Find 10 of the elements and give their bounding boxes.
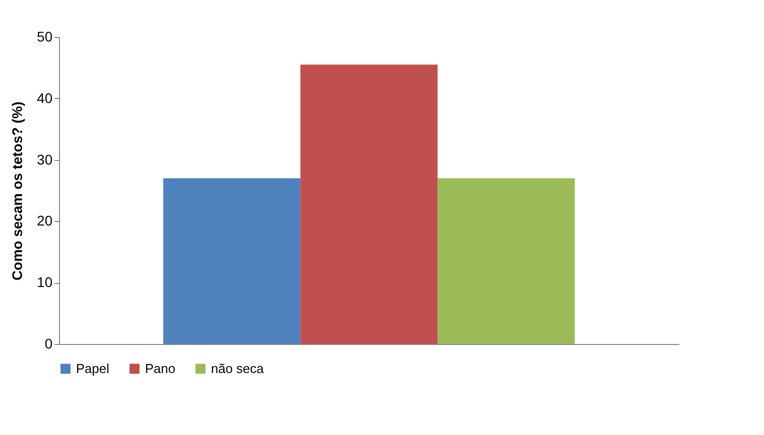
y-tick-label: 50 bbox=[36, 28, 53, 44]
y-tick-label: 0 bbox=[44, 336, 53, 352]
y-tick-label: 40 bbox=[36, 90, 53, 106]
legend-label: Papel bbox=[76, 360, 110, 376]
legend-label: Pano bbox=[145, 360, 176, 376]
y-tick-label: 20 bbox=[36, 212, 53, 229]
y-tick-label: 10 bbox=[36, 274, 53, 290]
y-tick-label: 30 bbox=[36, 151, 53, 168]
y-axis-title: Como secam os tetos? (%) bbox=[8, 102, 25, 280]
legend-label: não seca bbox=[211, 360, 265, 376]
